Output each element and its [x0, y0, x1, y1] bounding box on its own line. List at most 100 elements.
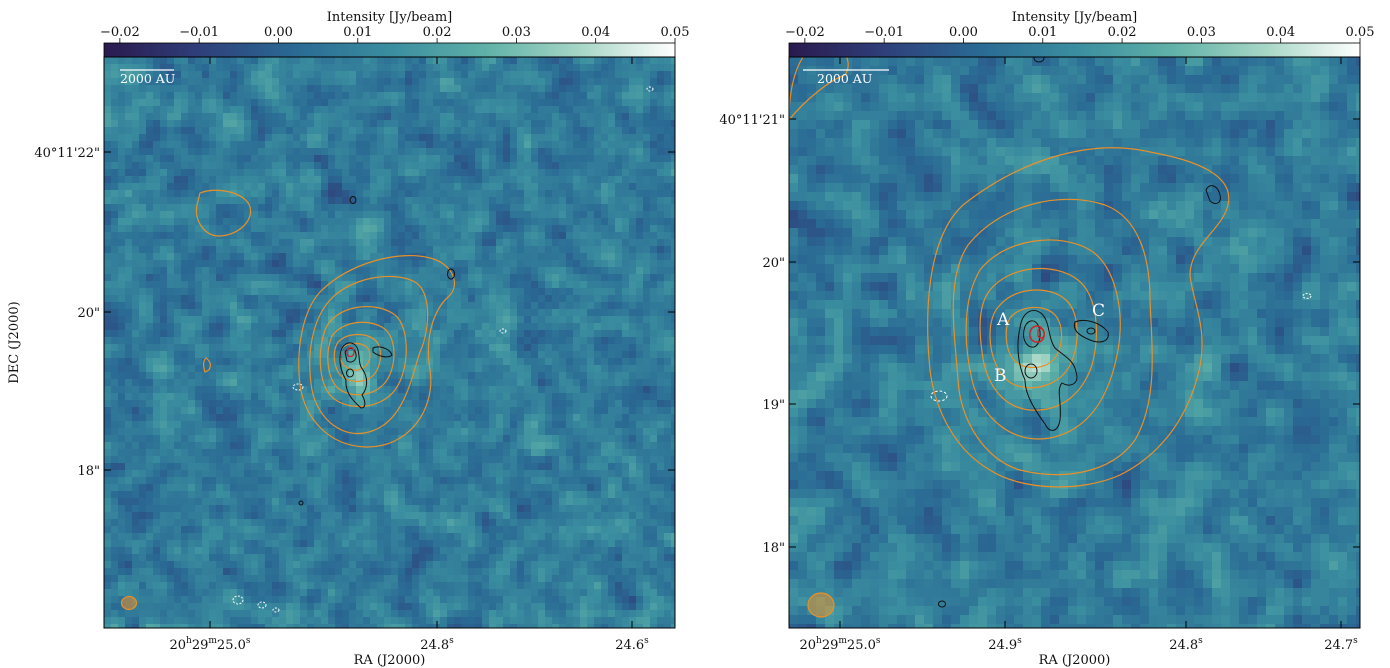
map-pixel [272, 442, 280, 450]
map-pixel [314, 309, 322, 317]
map-pixel [524, 253, 532, 261]
map-pixel [482, 393, 490, 401]
map-pixel [258, 470, 266, 478]
map-pixel [657, 288, 665, 296]
map-pixel [174, 302, 182, 310]
map-pixel [412, 85, 420, 93]
map-pixel [454, 351, 462, 359]
map-pixel [538, 281, 546, 289]
map-pixel [510, 78, 518, 86]
map-pixel [279, 106, 287, 114]
map-pixel [405, 113, 413, 121]
map-pixel [657, 71, 665, 79]
map-pixel [412, 372, 420, 380]
map-pixel [391, 267, 399, 275]
map-pixel [328, 309, 336, 317]
map-pixel [489, 260, 497, 268]
map-pixel [279, 421, 287, 429]
map-pixel [237, 330, 245, 338]
map-pixel [272, 78, 280, 86]
map-pixel [377, 358, 385, 366]
map-pixel [573, 183, 581, 191]
map-pixel [524, 218, 532, 226]
map-pixel [405, 372, 413, 380]
map-pixel [664, 414, 672, 422]
map-pixel [300, 428, 308, 436]
map-pixel [664, 344, 672, 352]
map-pixel [307, 267, 315, 275]
map-pixel [482, 211, 490, 219]
map-pixel [202, 106, 210, 114]
map-pixel [566, 141, 574, 149]
map-pixel [377, 288, 385, 296]
map-pixel [195, 211, 203, 219]
map-pixel [496, 176, 504, 184]
map-pixel [489, 372, 497, 380]
map-pixel [580, 295, 588, 303]
map-pixel [566, 197, 574, 205]
map-pixel [622, 428, 630, 436]
map-pixel [419, 71, 427, 79]
map-pixel [545, 421, 553, 429]
map-pixel [622, 309, 630, 317]
map-pixel [454, 64, 462, 72]
map-pixel [405, 477, 413, 485]
map-pixel [671, 295, 675, 303]
map-pixel [174, 78, 182, 86]
map-pixel [475, 414, 483, 422]
map-pixel [195, 463, 203, 471]
map-pixel [272, 435, 280, 443]
map-pixel [363, 295, 371, 303]
map-pixel [286, 78, 294, 86]
map-pixel [195, 155, 203, 163]
map-pixel [363, 477, 371, 485]
map-pixel [384, 71, 392, 79]
map-pixel [370, 295, 378, 303]
map-pixel [111, 407, 119, 415]
map-pixel [643, 99, 651, 107]
map-pixel [524, 71, 532, 79]
map-pixel [237, 71, 245, 79]
map-pixel [118, 155, 126, 163]
map-pixel [377, 232, 385, 240]
map-pixel [139, 323, 147, 331]
map-pixel [363, 141, 371, 149]
map-pixel [440, 316, 448, 324]
map-pixel [272, 218, 280, 226]
map-pixel [237, 365, 245, 373]
map-pixel [608, 260, 616, 268]
map-pixel [559, 246, 567, 254]
map-pixel [251, 428, 259, 436]
map-pixel [258, 134, 266, 142]
map-pixel [181, 365, 189, 373]
map-pixel [615, 225, 623, 233]
map-pixel [671, 106, 675, 114]
map-pixel [237, 421, 245, 429]
map-pixel [167, 155, 175, 163]
map-pixel [384, 162, 392, 170]
map-pixel [622, 64, 630, 72]
map-pixel [384, 309, 392, 317]
map-pixel [447, 323, 455, 331]
map-pixel [496, 211, 504, 219]
map-pixel [636, 85, 644, 93]
map-pixel [258, 309, 266, 317]
map-pixel [321, 295, 329, 303]
map-pixel [643, 225, 651, 233]
map-pixel [356, 239, 364, 247]
map-pixel [615, 148, 623, 156]
map-pixel [286, 246, 294, 254]
map-pixel [153, 456, 161, 464]
map-pixel [174, 400, 182, 408]
map-pixel [258, 281, 266, 289]
map-pixel [286, 134, 294, 142]
map-pixel [265, 323, 273, 331]
map-pixel [650, 463, 658, 471]
map-pixel [244, 92, 252, 100]
map-pixel [188, 127, 196, 135]
map-pixel [426, 323, 434, 331]
map-pixel [314, 57, 322, 65]
map-pixel [615, 134, 623, 142]
map-pixel [468, 78, 476, 86]
map-pixel [398, 169, 406, 177]
